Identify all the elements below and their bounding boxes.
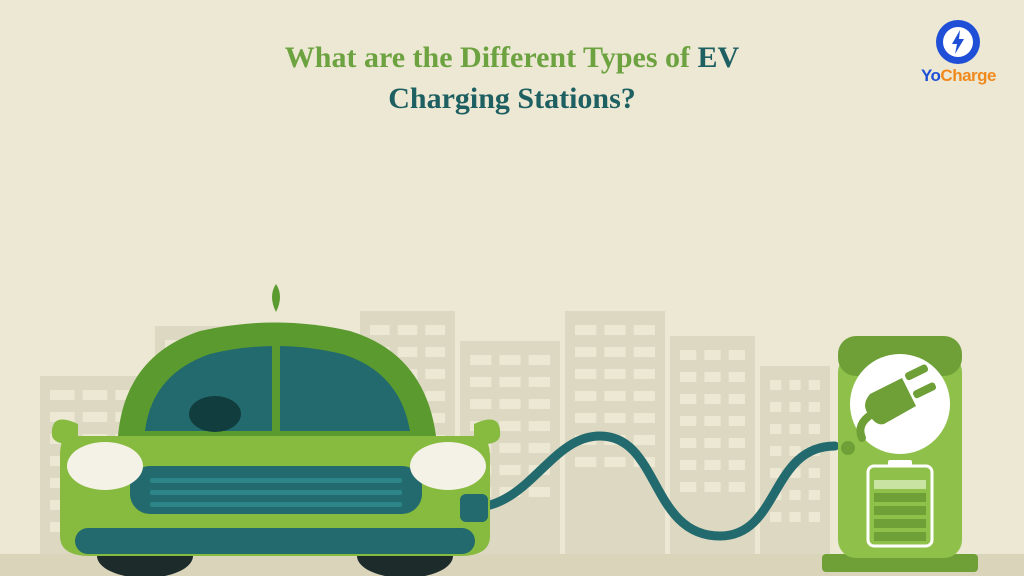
page-title: What are the Different Types of EV Charg… — [0, 38, 1024, 119]
title-segment-2: EV — [698, 41, 740, 74]
title-segment-3: Charging Stations? — [0, 79, 1024, 120]
ev-illustration — [0, 136, 1024, 576]
infographic-canvas: YoCharge What are the Different Types of… — [0, 0, 1024, 576]
title-segment-1: What are the Different Types of — [285, 41, 698, 74]
charging-station — [822, 336, 978, 572]
